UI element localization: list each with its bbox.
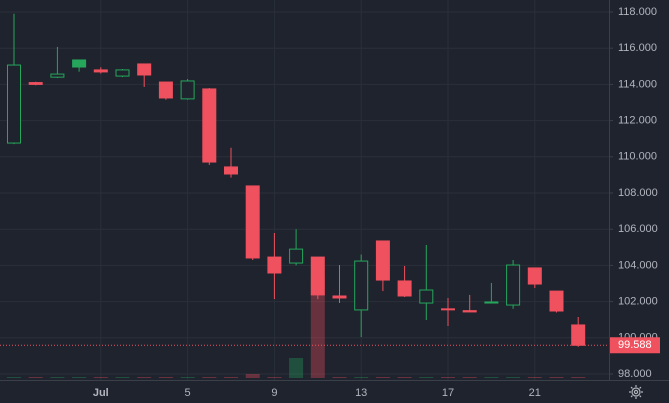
candle-body (115, 69, 130, 77)
candle-body (527, 267, 542, 285)
candle-body (462, 310, 477, 313)
volume-bar (158, 377, 173, 378)
x-tick-label: Jul (93, 387, 109, 399)
candle-body (224, 166, 238, 175)
volume-bar (93, 377, 108, 378)
volume-bar (180, 377, 195, 378)
candle-body (180, 80, 195, 100)
volume-bar (332, 377, 347, 378)
candle-body (310, 256, 325, 296)
candle-body (158, 81, 173, 99)
y-tick-label: 118.000 (618, 6, 657, 18)
volume-bar (289, 358, 304, 378)
candle-body (441, 308, 455, 311)
x-tick-label: 17 (442, 387, 454, 399)
volume-bar (224, 377, 238, 378)
volume-bar (419, 377, 434, 378)
candle-body (50, 73, 65, 78)
volume-bar (7, 377, 21, 378)
x-tick-label: 21 (529, 387, 541, 399)
x-tick-label: 5 (185, 387, 191, 399)
volume-bar (397, 377, 412, 378)
volume-bar (267, 377, 282, 378)
y-tick-label: 108.000 (618, 187, 658, 199)
settings-icon[interactable] (629, 385, 643, 399)
y-tick-label: 102.000 (618, 296, 658, 308)
candle-body (375, 240, 390, 281)
candle-body (267, 256, 282, 274)
volume-bar (202, 377, 217, 378)
volume-bar (72, 377, 87, 378)
y-tick-label: 114.000 (618, 78, 657, 90)
volume-bar (28, 377, 43, 378)
y-tick-label: 104.000 (618, 259, 658, 271)
candle-body (93, 69, 108, 73)
x-tick-label: 9 (271, 387, 277, 399)
y-tick-label: 98.000 (618, 368, 652, 380)
candle-body (245, 185, 260, 259)
candle-body (72, 59, 87, 68)
candle-body (397, 280, 412, 297)
candle-body (419, 289, 434, 304)
y-tick-label: 112.000 (618, 115, 657, 127)
candle-body (202, 88, 217, 163)
candle-body (571, 324, 586, 346)
candle-body (506, 264, 521, 306)
volume-bar (137, 377, 152, 378)
candle-body (484, 301, 499, 304)
candle-body (137, 63, 152, 76)
last-price-label: 99.588 (618, 339, 652, 351)
candle-body (289, 248, 304, 264)
volume-bar (115, 377, 130, 378)
y-tick-label: 116.000 (618, 42, 657, 54)
volume-bar (375, 377, 390, 378)
volume-bar (441, 377, 455, 378)
volume-bar (527, 377, 542, 378)
volume-bar (484, 377, 499, 378)
volume-bar (354, 377, 369, 378)
last-price-tag (610, 337, 660, 354)
y-tick-label: 110.000 (618, 151, 657, 163)
volume-bar (462, 377, 477, 378)
volume-bar (245, 374, 260, 378)
volume-bar (50, 377, 65, 378)
candle-body (332, 295, 347, 299)
y-tick-label: 106.000 (618, 223, 658, 235)
volume-bar (549, 377, 564, 378)
volume-bar (506, 377, 521, 378)
candle-body (7, 64, 21, 144)
x-tick-label: 13 (355, 387, 367, 399)
volume-bar (310, 278, 325, 378)
candle-body (549, 290, 564, 312)
volume-bar (571, 377, 586, 378)
candle-body (354, 260, 369, 311)
candle-body (28, 82, 43, 85)
